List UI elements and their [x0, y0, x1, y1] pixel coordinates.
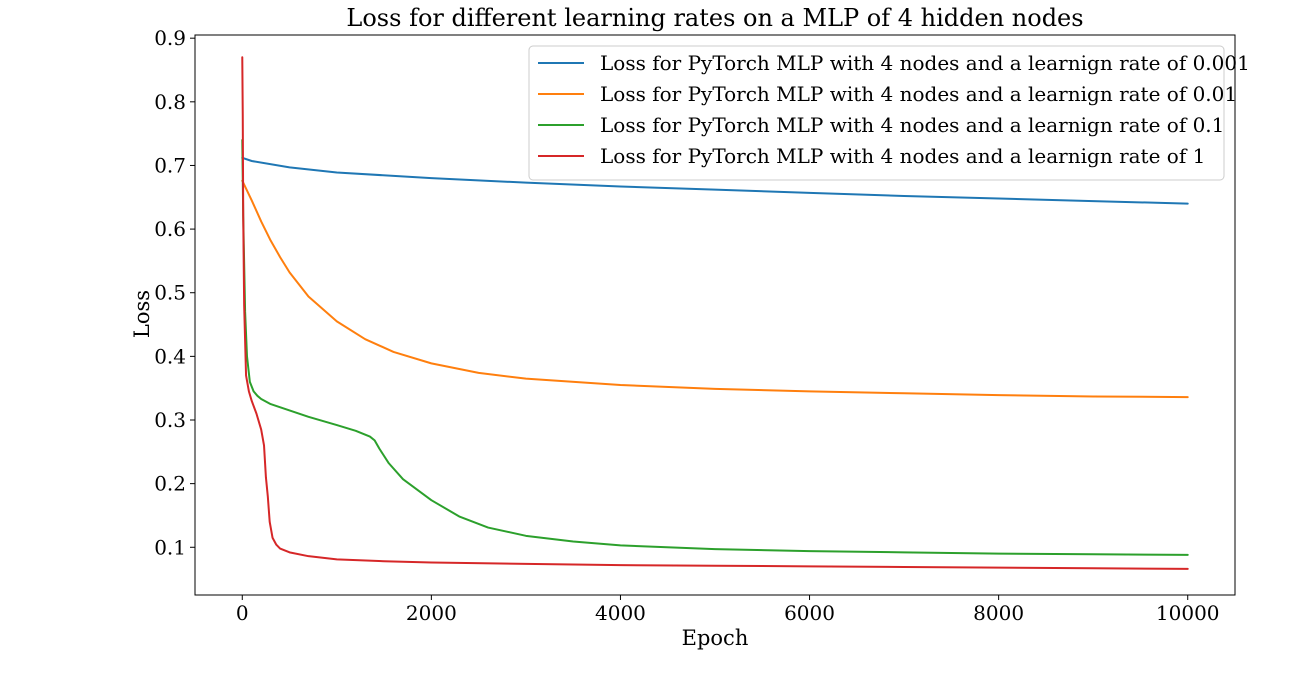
y-tick-label: 0.6 — [154, 217, 186, 241]
x-axis-label: Epoch — [682, 626, 749, 650]
series-line-1 — [241, 179, 1189, 399]
legend-label-2: Loss for PyTorch MLP with 4 nodes and a … — [600, 113, 1224, 137]
axes: 0 2000 4000 6000 8000 10000 0.1 0.2 0.3 0.4 0.5 0.6… — [154, 26, 1236, 625]
legend: Loss for PyTorch MLP with 4 nodes and a … — [528, 45, 1250, 181]
x-tick-label: 6000 — [784, 601, 835, 625]
y-tick-label: 0.5 — [154, 281, 186, 305]
x-tick-label: 10000 — [1156, 601, 1220, 625]
legend-label-3: Loss for PyTorch MLP with 4 nodes and a … — [600, 144, 1205, 168]
x-tick-label: 8000 — [973, 601, 1024, 625]
y-tick-label: 0.9 — [154, 26, 186, 50]
x-tick-label: 0 — [236, 601, 249, 625]
series-line-3 — [241, 56, 1189, 570]
legend-label-0: Loss for PyTorch MLP with 4 nodes and a … — [600, 51, 1250, 75]
y-tick-label: 0.8 — [154, 90, 186, 114]
y-axis-label: Loss — [130, 290, 154, 338]
y-tick-label: 0.3 — [154, 408, 186, 432]
legend-box — [528, 45, 1225, 181]
plot-frame — [194, 34, 1236, 596]
legend-label-1: Loss for PyTorch MLP with 4 nodes and a … — [600, 82, 1237, 106]
y-tick-label: 0.1 — [154, 535, 186, 559]
y-tick-label: 0.7 — [154, 153, 186, 177]
x-tick-label: 4000 — [595, 601, 646, 625]
plot-lines — [241, 56, 1189, 570]
chart-title: Loss for different learning rates on a M… — [346, 4, 1083, 32]
series-line-2 — [241, 139, 1189, 556]
series-line-0 — [241, 156, 1189, 205]
y-tick-label: 0.4 — [154, 344, 186, 368]
y-tick-label: 0.2 — [154, 472, 186, 496]
x-tick-label: 2000 — [406, 601, 457, 625]
